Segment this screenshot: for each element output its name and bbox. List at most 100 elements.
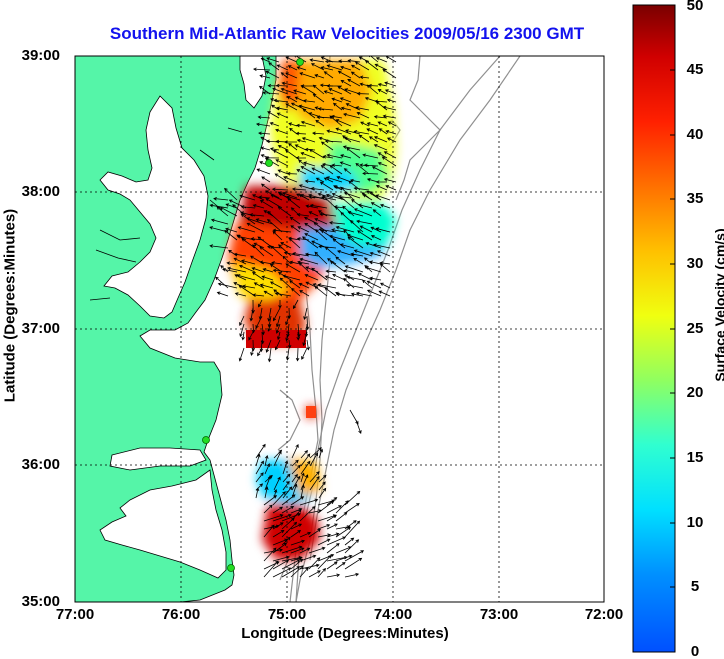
velocity-vector-icon xyxy=(222,267,238,273)
delaware-bay xyxy=(239,56,267,109)
velocity-vector-icon xyxy=(314,285,328,297)
velocity-vector-icon xyxy=(326,514,337,522)
velocity-vector-icon xyxy=(267,347,272,363)
velocity-vector-icon xyxy=(308,546,326,554)
velocity-vector-icon xyxy=(303,161,316,167)
velocity-vector-icon xyxy=(291,459,299,467)
velocity-vector-icon xyxy=(311,267,328,281)
velocity-vector-icon xyxy=(344,550,365,562)
velocity-vector-icon xyxy=(298,159,307,167)
velocity-vector-icon xyxy=(343,112,361,119)
velocity-vector-icon xyxy=(382,105,397,111)
velocity-vector-icon xyxy=(318,448,324,459)
velocity-vector-icon xyxy=(302,99,316,103)
y-axis-title: Latitude (Degrees:Minutes) xyxy=(1,208,19,403)
velocity-vector-icon xyxy=(290,558,304,570)
velocity-vector-icon xyxy=(299,563,320,570)
velocity-vector-icon xyxy=(328,234,346,241)
velocity-vector-icon xyxy=(291,444,299,459)
velocity-vector-icon xyxy=(250,347,254,356)
velocity-vector-icon xyxy=(357,203,373,209)
velocity-vector-icon xyxy=(318,487,327,499)
velocity-vector-icon xyxy=(344,572,360,578)
velocity-vector-icon xyxy=(267,307,272,322)
velocity-vector-icon xyxy=(281,545,303,554)
velocity-vector-icon xyxy=(308,528,321,538)
colorbar-tick-label: 20 xyxy=(686,384,704,401)
velocity-vector-icon xyxy=(324,139,343,143)
velocity-vector-icon xyxy=(225,227,238,233)
velocity-vector-icon xyxy=(340,65,352,71)
velocity-vector-icon xyxy=(363,257,373,265)
velocity-vector-icon xyxy=(311,167,325,175)
velocity-vector-icon xyxy=(268,62,280,71)
x-tick-label: 76:00 xyxy=(161,606,201,623)
x-tick-label: 75:00 xyxy=(267,606,307,623)
velocity-vector-icon xyxy=(377,82,388,87)
velocity-vector-icon xyxy=(373,144,388,151)
velocity-vector-icon xyxy=(312,93,325,103)
velocity-vector-icon xyxy=(300,152,316,159)
velocity-vector-icon xyxy=(377,152,388,159)
velocity-vector-icon xyxy=(272,230,283,241)
velocity-vector-icon xyxy=(224,187,238,201)
velocity-vector-icon xyxy=(320,141,334,151)
velocity-vector-icon xyxy=(281,494,296,506)
velocity-vector-icon xyxy=(275,315,281,328)
velocity-vector-icon xyxy=(288,237,301,249)
velocity-vector-icon xyxy=(264,486,269,499)
velocity-vector-icon xyxy=(362,153,379,159)
velocity-vector-icon xyxy=(252,194,265,201)
velocity-vector-icon xyxy=(298,282,310,289)
velocity-vector-icon xyxy=(301,137,316,143)
velocity-vector-icon xyxy=(350,292,364,297)
colorbar-tick-label: 15 xyxy=(686,449,704,466)
velocity-vector-icon xyxy=(335,526,352,538)
velocity-vector-icon xyxy=(265,70,280,79)
velocity-vector-icon xyxy=(343,277,355,289)
velocity-vector-icon xyxy=(318,474,327,483)
velocity-vector-icon xyxy=(366,122,379,127)
velocity-vector-icon xyxy=(277,169,289,175)
velocity-vector-icon xyxy=(246,217,265,225)
velocity-vector-icon xyxy=(362,171,379,176)
velocity-vector-icon xyxy=(342,135,352,143)
velocity-vector-icon xyxy=(359,225,373,233)
velocity-vector-icon xyxy=(251,339,256,352)
velocity-vector-icon xyxy=(338,59,352,63)
hf-radar-station-icon xyxy=(227,564,235,572)
velocity-vector-icon xyxy=(320,56,334,63)
velocity-vector-icon xyxy=(317,533,332,538)
velocity-vector-icon xyxy=(239,315,245,326)
velocity-vector-icon xyxy=(288,143,298,151)
velocity-vector-icon xyxy=(295,131,307,136)
velocity-vector-icon xyxy=(373,136,388,143)
velocity-vector-icon xyxy=(351,199,364,209)
velocity-vector-icon xyxy=(267,245,283,249)
velocity-vector-icon xyxy=(329,165,343,175)
velocity-vector-icon xyxy=(318,244,337,249)
velocity-vector-icon xyxy=(326,532,340,538)
velocity-vector-icon xyxy=(318,227,337,233)
velocity-vector-icon xyxy=(329,260,346,273)
velocity-vector-icon xyxy=(317,192,334,199)
velocity-vector-icon xyxy=(290,287,301,297)
pamlico-sound xyxy=(99,469,227,579)
velocity-vector-icon xyxy=(259,74,271,79)
y-tick-label: 35:00 xyxy=(21,593,60,610)
velocity-vector-icon xyxy=(289,280,301,289)
colorbar xyxy=(632,4,676,653)
velocity-vector-icon xyxy=(261,275,274,281)
velocity-vector-icon xyxy=(291,483,298,499)
velocity-vectors xyxy=(209,56,397,578)
velocity-vector-icon xyxy=(237,226,256,233)
velocity-vector-icon xyxy=(349,220,364,233)
velocity-vector-icon xyxy=(309,452,318,467)
velocity-vector-icon xyxy=(274,339,281,351)
velocity-vector-icon xyxy=(276,331,281,341)
velocity-vector-icon xyxy=(255,443,266,459)
velocity-vector-icon xyxy=(287,197,301,209)
velocity-vector-icon xyxy=(344,539,360,554)
velocity-vector-icon xyxy=(238,285,256,297)
velocity-vector-icon xyxy=(356,219,373,225)
